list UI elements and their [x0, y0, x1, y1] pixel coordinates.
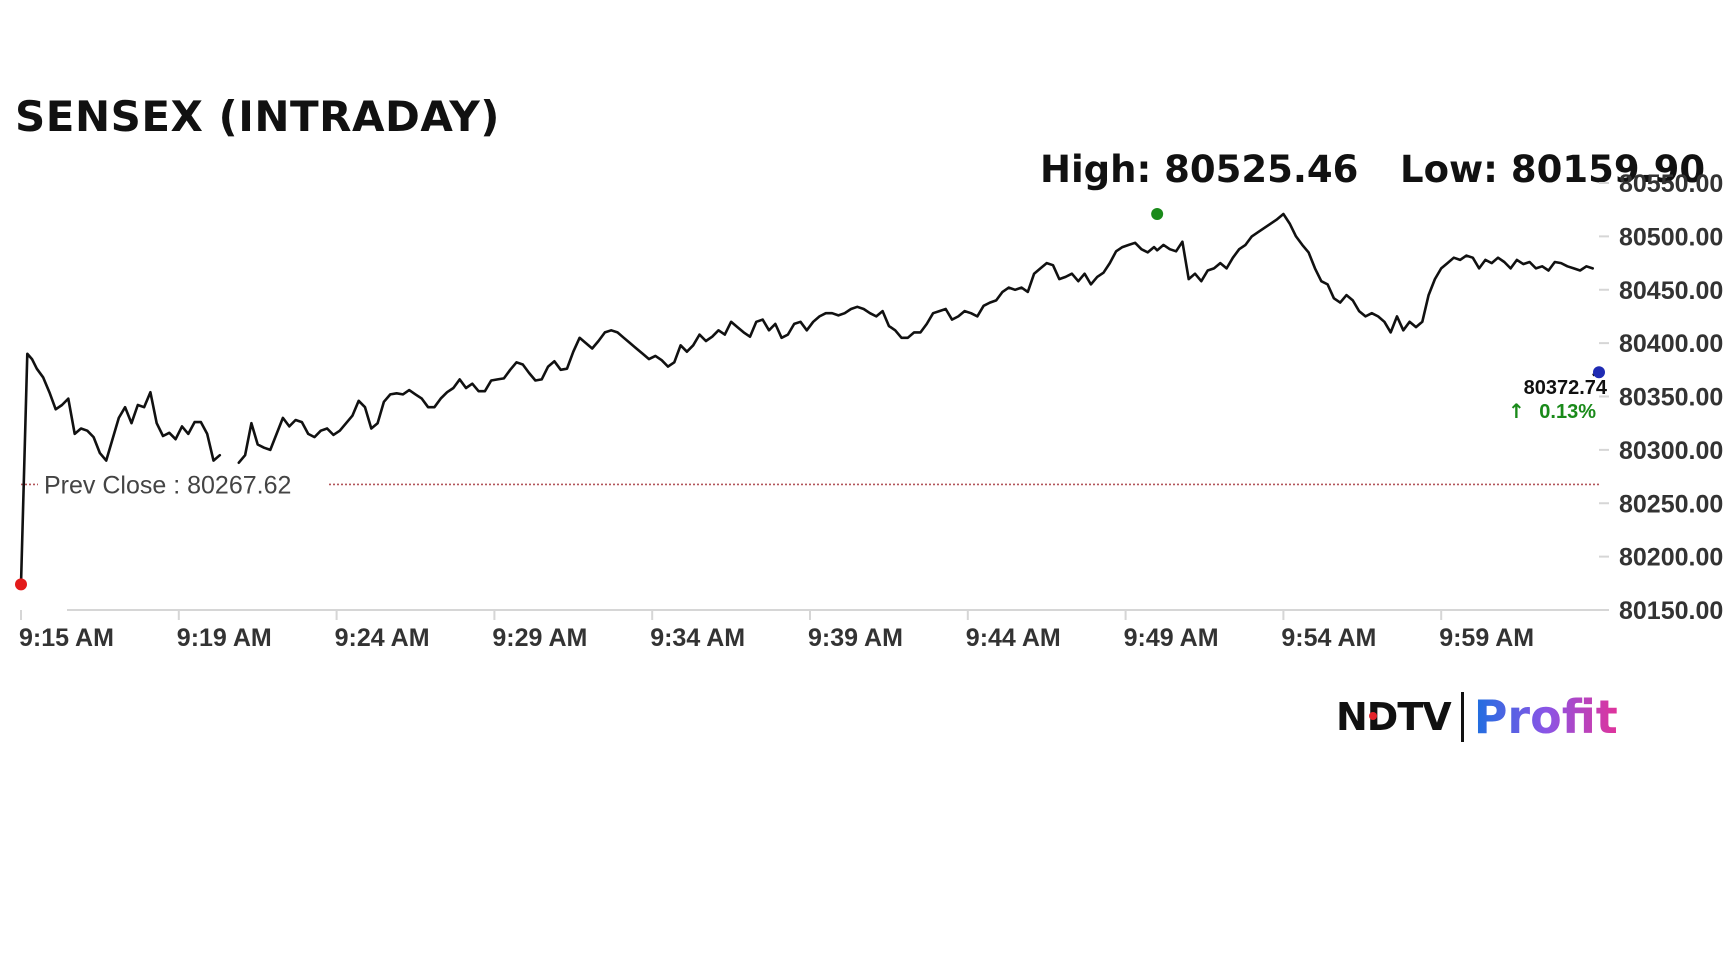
logo-divider: [1460, 692, 1464, 742]
ndtv-profit-logo: NDTV Profit: [1336, 690, 1618, 744]
x-tick-label: 9:19 AM: [177, 624, 272, 652]
y-tick-label: 80150.00: [1619, 597, 1723, 625]
y-tick-label: 80300.00: [1619, 437, 1723, 465]
series: [19, 212, 1600, 586]
y-tick-label: 80200.00: [1619, 544, 1723, 572]
x-tick-label: 9:59 AM: [1439, 624, 1534, 652]
prev-close-label: Prev Close : 80267.62: [44, 471, 291, 499]
high-point-marker: [1151, 207, 1164, 220]
y-tick-label: 80450.00: [1619, 277, 1723, 305]
last-value-label: 80372.74: [1524, 377, 1608, 399]
x-tick-label: 9:24 AM: [335, 624, 430, 652]
x-tick-label: 9:54 AM: [1281, 624, 1376, 652]
x-tick-label: 9:39 AM: [808, 624, 903, 652]
up-arrow-icon: ↑: [1508, 399, 1525, 423]
y-tick-label: 80500.00: [1619, 223, 1723, 251]
change-percent: 0.13%: [1539, 401, 1596, 423]
prev-close-label-bg: [38, 470, 328, 499]
y-tick-label: 80550.00: [1619, 170, 1723, 198]
chart-title: SENSEX (INTRADAY): [15, 92, 500, 141]
x-tick-label: 9:49 AM: [1124, 624, 1219, 652]
axes: 9:15 AM 9:19 AM 9:24 AM 9:29 AM 9:34 AM 9:39 …: [19, 170, 1723, 652]
low-point-marker: [15, 578, 27, 591]
prev-close: Prev Close : 80267.62: [21, 470, 1599, 499]
y-tick-label: 80250.00: [1619, 490, 1723, 518]
y-tick-label: 80400.00: [1619, 330, 1723, 358]
series-line: [19, 352, 222, 586]
logo-dot-icon: [1369, 712, 1377, 720]
x-tick-label: 9:29 AM: [492, 624, 587, 652]
series-line: [237, 212, 1594, 465]
last-point-marker: [1593, 366, 1605, 379]
markers: [15, 207, 1605, 591]
y-tick-label: 80350.00: [1619, 384, 1723, 412]
high-label: High: 80525.46: [1040, 148, 1359, 191]
logo-profit-text: Profit: [1473, 690, 1618, 744]
x-tick-label: 9:34 AM: [650, 624, 745, 652]
logo-ndtv-text: NDTV: [1336, 695, 1452, 739]
x-tick-label: 9:44 AM: [966, 624, 1061, 652]
x-tick-label: 9:15 AM: [19, 624, 114, 652]
low-label: Low: 80159.90: [1400, 148, 1706, 191]
